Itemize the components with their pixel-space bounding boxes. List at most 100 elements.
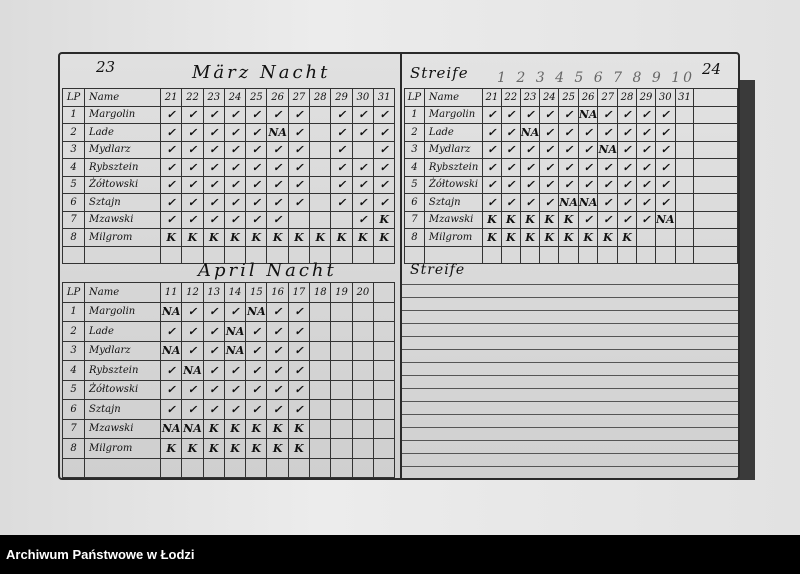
empty-cell [654, 245, 676, 264]
empty-cell [372, 457, 396, 478]
attendance-mark: K [519, 228, 541, 247]
attendance-mark [309, 140, 332, 159]
empty-cell [481, 245, 502, 264]
attendance-mark [372, 438, 396, 459]
attendance-mark: ✓ [519, 193, 541, 212]
attendance-mark [309, 210, 332, 229]
lp-cell: 3 [404, 140, 425, 159]
attendance-mark: NA [223, 321, 247, 342]
attendance-mark: ✓ [245, 399, 268, 420]
attendance-mark: NA [159, 301, 183, 322]
header-row: LP Name 21 22 23 24 25 26 27 28 29 30 31 [404, 88, 738, 107]
attendance-mark [287, 210, 311, 229]
table-row: 8 Milgrom K K K K K K K K K K K [62, 228, 396, 247]
name-cell: Żółtowski [423, 175, 483, 194]
attendance-mark: ✓ [372, 193, 396, 212]
attendance-mark: ✓ [223, 360, 247, 381]
name-cell: Rybsztein [84, 360, 161, 381]
attendance-mark: ✓ [223, 301, 247, 322]
attendance-mark: ✓ [539, 193, 560, 212]
attendance-mark: K [245, 438, 268, 459]
archive-caption: Archiwum Państwowe w Łodzi [6, 547, 195, 562]
attendance-mark: NA [577, 193, 599, 212]
table-row: 4 Rybsztein ✓ ✓ ✓ ✓ ✓ ✓ ✓ ✓ ✓ ✓ [404, 158, 738, 177]
attendance-mark [372, 360, 396, 381]
name-cell: Sztajn [84, 193, 161, 212]
table-row: 6 Sztajn ✓ ✓ ✓ ✓ ✓ ✓ ✓ ✓ ✓ ✓ [62, 193, 396, 212]
attendance-mark: ✓ [351, 123, 374, 142]
table-row: 1 Margolin ✓ ✓ ✓ ✓ ✓ NA ✓ ✓ ✓ ✓ [404, 105, 738, 124]
attendance-mark: ✓ [372, 140, 396, 159]
attendance-mark: ✓ [202, 105, 225, 124]
attendance-mark: ✓ [245, 360, 268, 381]
day-header: 27 [287, 88, 311, 107]
attendance-mark: K [330, 228, 353, 247]
right-page: Streife 1 2 3 4 5 6 7 8 9 10 24 LP Name 21… [400, 52, 740, 480]
attendance-mark: K [266, 438, 289, 459]
attendance-mark [330, 321, 353, 342]
day-header: 24 [539, 88, 560, 107]
attendance-mark: ✓ [481, 140, 502, 159]
table-row: 1 Margolin ✓ ✓ ✓ ✓ ✓ ✓ ✓ ✓ ✓ ✓ [62, 105, 396, 124]
day-header: 24 [223, 88, 247, 107]
attendance-mark [330, 210, 353, 229]
attendance-mark: ✓ [500, 123, 521, 142]
empty-cell [223, 457, 247, 478]
attendance-mark: ✓ [181, 193, 204, 212]
attendance-mark: ✓ [519, 140, 541, 159]
april-night-table: LP Name 11 12 13 14 15 16 17 18 19 20 1 Margolin NA ✓ ✓ ✓… [62, 282, 396, 478]
day-header: 20 [351, 282, 374, 303]
attendance-mark: ✓ [223, 193, 247, 212]
day-header: 22 [181, 88, 204, 107]
attendance-mark: ✓ [202, 210, 225, 229]
attendance-mark: ✓ [351, 158, 374, 177]
attendance-mark: ✓ [287, 301, 311, 322]
attendance-mark: NA [159, 340, 183, 361]
page-number: 24 [702, 60, 722, 78]
attendance-mark: K [481, 210, 502, 229]
attendance-mark: ✓ [181, 340, 204, 361]
day-header: 21 [481, 88, 502, 107]
attendance-mark: ✓ [181, 140, 204, 159]
attendance-mark: ✓ [159, 210, 183, 229]
table-row: 6 Sztajn ✓ ✓ ✓ ✓ NA NA ✓ ✓ ✓ ✓ [404, 193, 738, 212]
attendance-mark: ✓ [654, 123, 676, 142]
attendance-mark: ✓ [558, 123, 579, 142]
attendance-mark: ✓ [539, 175, 560, 194]
attendance-mark: ✓ [287, 399, 311, 420]
attendance-mark: ✓ [577, 140, 599, 159]
attendance-mark: NA [181, 418, 204, 439]
table-row: 7 Mzawski ✓ ✓ ✓ ✓ ✓ ✓ ✓ K [62, 210, 396, 229]
attendance-mark: ✓ [617, 158, 637, 177]
attendance-mark: ✓ [202, 140, 225, 159]
lp-cell: 4 [404, 158, 425, 177]
notebook-edge-shadow [735, 80, 755, 480]
streife-table: LP Name 21 22 23 24 25 26 27 28 29 30 31 1 Margolin ✓ ✓ ✓… [404, 88, 738, 264]
attendance-mark: ✓ [181, 158, 204, 177]
attendance-mark: ✓ [266, 210, 289, 229]
attendance-mark: ✓ [558, 158, 579, 177]
attendance-mark [330, 418, 353, 439]
blank-cell [693, 210, 738, 229]
attendance-mark: K [245, 228, 268, 247]
attendance-mark: K [223, 228, 247, 247]
attendance-mark: ✓ [202, 123, 225, 142]
attendance-mark: ✓ [500, 193, 521, 212]
attendance-mark [372, 379, 396, 400]
day-header: 11 [159, 282, 183, 303]
lp-cell: 4 [62, 158, 85, 177]
name-cell: Mzawski [423, 210, 483, 229]
attendance-mark: ✓ [287, 360, 311, 381]
attendance-mark [309, 175, 332, 194]
empty-cell [351, 245, 374, 264]
ruled-line [402, 427, 738, 428]
attendance-mark: ✓ [654, 140, 676, 159]
empty-cell [266, 457, 289, 478]
attendance-mark: ✓ [266, 321, 289, 342]
name-cell: Milgrom [84, 228, 161, 247]
attendance-mark: ✓ [617, 193, 637, 212]
day-header: 30 [654, 88, 676, 107]
attendance-mark: ✓ [159, 321, 183, 342]
attendance-mark: ✓ [636, 210, 656, 229]
empty-cell [577, 245, 599, 264]
